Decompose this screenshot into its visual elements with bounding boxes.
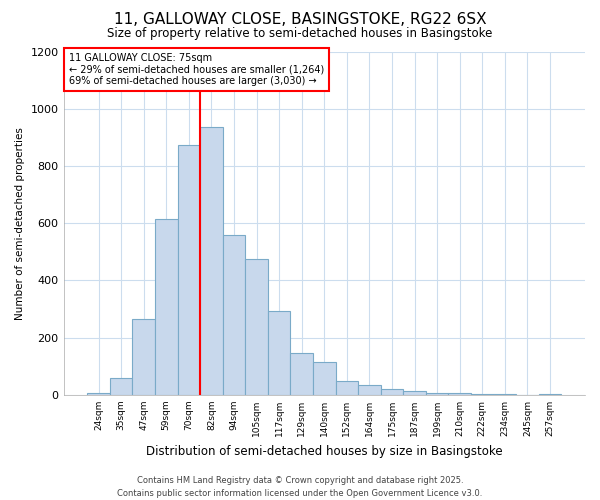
Bar [200,128,223,395]
Bar [133,319,155,395]
Text: 11 GALLOWAY CLOSE: 75sqm
← 29% of semi-detached houses are smaller (1,264)
69% o: 11 GALLOWAY CLOSE: 75sqm ← 29% of semi-d… [69,53,324,86]
Bar [358,385,381,395]
Y-axis label: Number of semi-detached properties: Number of semi-detached properties [15,127,25,320]
Bar [290,354,313,395]
Bar [335,380,358,395]
Bar [268,310,290,395]
Bar [245,259,268,395]
Bar [539,394,561,395]
Bar [223,234,245,395]
Bar [494,394,516,395]
Bar [155,219,178,395]
Text: Size of property relative to semi-detached houses in Basingstoke: Size of property relative to semi-detach… [107,28,493,40]
Text: Contains HM Land Registry data © Crown copyright and database right 2025.
Contai: Contains HM Land Registry data © Crown c… [118,476,482,498]
Bar [381,389,403,395]
Bar [448,394,471,395]
Bar [471,394,494,395]
Bar [178,144,200,395]
Text: 11, GALLOWAY CLOSE, BASINGSTOKE, RG22 6SX: 11, GALLOWAY CLOSE, BASINGSTOKE, RG22 6S… [113,12,487,28]
Bar [426,392,448,395]
Bar [87,394,110,395]
X-axis label: Distribution of semi-detached houses by size in Basingstoke: Distribution of semi-detached houses by … [146,444,503,458]
Bar [110,378,133,395]
Bar [403,390,426,395]
Bar [313,362,335,395]
